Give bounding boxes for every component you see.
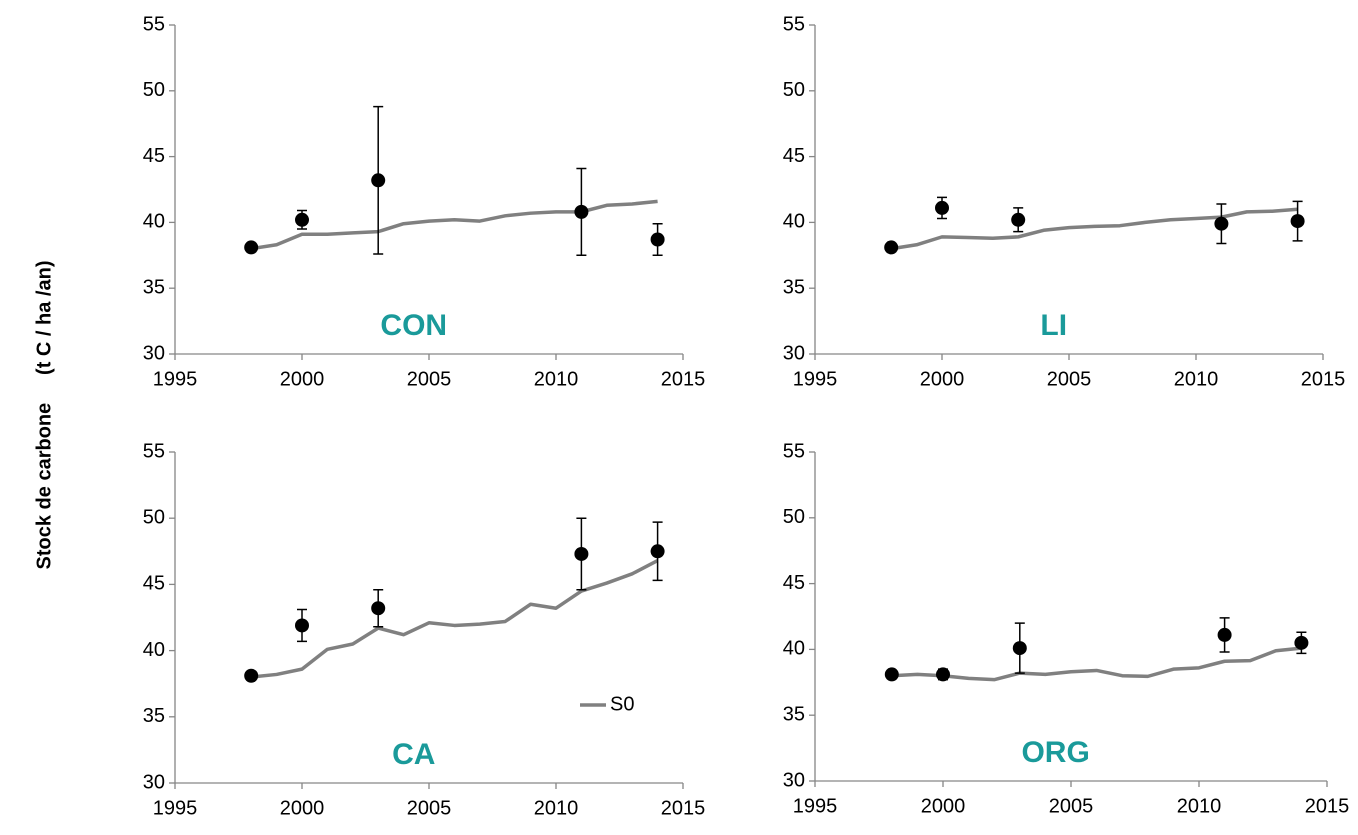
x-tick-label: 1995 xyxy=(793,368,838,390)
model-line xyxy=(250,199,658,251)
data-point xyxy=(1217,627,1232,642)
x-tick-label: 2010 xyxy=(534,368,579,390)
data-point xyxy=(295,618,309,633)
data-point xyxy=(574,546,589,561)
x-tick-label: 2010 xyxy=(1177,795,1222,817)
y-tick-label: 55 xyxy=(783,440,805,462)
x-tick-label: 2015 xyxy=(661,797,706,819)
data-point xyxy=(1294,635,1309,650)
x-tick-label: 2000 xyxy=(280,368,325,390)
x-tick-label: 2005 xyxy=(407,368,452,390)
x-tick-label: 2000 xyxy=(920,368,965,390)
data-point xyxy=(371,601,386,616)
y-tick-label: 45 xyxy=(783,572,805,594)
data-point xyxy=(1214,216,1229,231)
data-point xyxy=(244,668,259,683)
y-axis-label: Stock de carbone (t C / ha /an) xyxy=(33,261,55,570)
y-tick-label: 45 xyxy=(143,145,165,167)
data-point xyxy=(884,667,899,682)
panel-label: ORG xyxy=(1021,736,1089,769)
data-point xyxy=(650,232,665,247)
x-tick-label: 1995 xyxy=(793,795,838,817)
x-tick-label: 2015 xyxy=(1305,795,1350,817)
data-point xyxy=(574,204,589,219)
y-tick-label: 35 xyxy=(143,705,165,727)
y-tick-label: 40 xyxy=(783,211,805,233)
y-tick-label: 40 xyxy=(143,639,165,661)
panel-label: CA xyxy=(392,738,435,771)
x-tick-label: 2015 xyxy=(661,368,706,390)
model-line xyxy=(891,646,1302,682)
panel-label: LI xyxy=(1040,309,1067,342)
y-tick-label: 40 xyxy=(783,638,805,660)
y-tick-label: 35 xyxy=(783,703,805,725)
x-tick-label: 1995 xyxy=(153,368,198,390)
x-tick-label: 2005 xyxy=(407,797,452,819)
data-point xyxy=(884,240,899,255)
y-tick-label: 30 xyxy=(143,771,165,793)
data-point xyxy=(371,173,386,188)
x-tick-label: 1995 xyxy=(153,797,198,819)
data-point xyxy=(244,240,259,255)
y-tick-label: 50 xyxy=(143,79,165,101)
x-tick-label: 2005 xyxy=(1049,795,1094,817)
y-tick-label: 30 xyxy=(783,342,805,364)
y-tick-label: 50 xyxy=(783,79,805,101)
y-tick-label: 55 xyxy=(143,13,165,35)
y-tick-label: 35 xyxy=(143,276,165,298)
data-point xyxy=(295,212,309,227)
y-tick-label: 40 xyxy=(143,211,165,233)
data-point xyxy=(1011,212,1026,227)
x-tick-label: 2000 xyxy=(921,795,966,817)
y-tick-label: 30 xyxy=(143,342,165,364)
y-tick-label: 45 xyxy=(783,145,805,167)
panel-label: CON xyxy=(380,309,447,342)
y-tick-label: 55 xyxy=(143,440,165,462)
x-tick-label: 2010 xyxy=(1174,368,1219,390)
y-tick-label: 55 xyxy=(783,13,805,35)
y-tick-label: 45 xyxy=(143,573,165,595)
x-tick-label: 2010 xyxy=(534,797,579,819)
x-tick-label: 2005 xyxy=(1047,368,1092,390)
legend-label: S0 xyxy=(610,693,634,715)
data-point xyxy=(1012,641,1027,656)
y-tick-label: 35 xyxy=(783,276,805,298)
data-point xyxy=(936,667,950,682)
model-line xyxy=(251,559,659,679)
model-line xyxy=(890,207,1298,251)
x-tick-label: 2015 xyxy=(1301,368,1346,390)
data-point xyxy=(1290,214,1305,229)
x-tick-label: 2000 xyxy=(280,797,325,819)
data-point xyxy=(650,544,665,559)
data-point xyxy=(935,200,949,215)
y-tick-label: 50 xyxy=(143,506,165,528)
y-tick-label: 30 xyxy=(783,769,805,791)
y-tick-label: 50 xyxy=(783,506,805,528)
